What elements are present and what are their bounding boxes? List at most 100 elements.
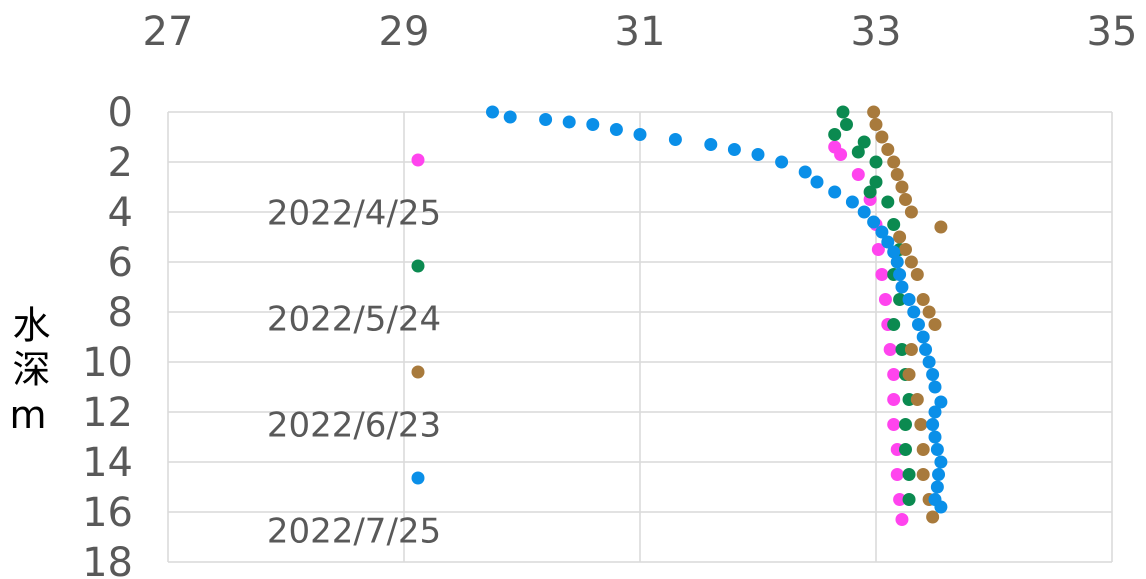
point xyxy=(875,268,889,281)
point xyxy=(904,343,918,356)
y-tick-label: 4 xyxy=(108,190,133,236)
point xyxy=(926,510,940,524)
point xyxy=(934,500,948,514)
point xyxy=(878,293,892,306)
point xyxy=(828,128,842,141)
point xyxy=(887,318,901,331)
point xyxy=(904,255,918,269)
point xyxy=(928,380,942,394)
point xyxy=(899,193,912,206)
point xyxy=(934,395,948,409)
point xyxy=(851,168,865,181)
point xyxy=(916,330,930,344)
point xyxy=(798,165,812,179)
point xyxy=(840,118,853,131)
point xyxy=(899,443,912,456)
point xyxy=(881,143,895,156)
point xyxy=(562,115,576,129)
x-tick-label: 31 xyxy=(615,9,666,55)
point xyxy=(904,205,918,219)
point xyxy=(893,493,907,506)
y-tick-label: 16 xyxy=(82,490,133,536)
point xyxy=(893,230,907,244)
point xyxy=(727,143,741,156)
point xyxy=(919,343,933,356)
point xyxy=(932,468,946,481)
legend-label: 2022/5/24 xyxy=(267,300,441,340)
x-tick-label: 27 xyxy=(143,9,194,55)
point xyxy=(914,418,928,431)
point xyxy=(751,148,765,161)
point xyxy=(887,418,901,431)
y-tick-label: 12 xyxy=(82,390,133,436)
point xyxy=(775,155,789,169)
point xyxy=(503,110,517,124)
point xyxy=(926,418,940,431)
y-tick-label: 18 xyxy=(82,540,133,579)
point xyxy=(539,113,553,126)
point xyxy=(895,180,909,194)
point xyxy=(928,430,942,444)
point xyxy=(893,293,907,306)
point xyxy=(857,205,871,219)
point xyxy=(867,105,881,119)
point xyxy=(875,225,889,239)
y-tick-label: 14 xyxy=(82,440,133,486)
point xyxy=(916,443,930,456)
point xyxy=(916,293,930,306)
point xyxy=(928,405,942,419)
x-tick-label: 29 xyxy=(379,9,430,55)
point xyxy=(609,123,623,136)
legend-marker xyxy=(411,365,425,379)
legend-marker xyxy=(411,153,425,167)
point xyxy=(890,468,904,481)
legend-marker xyxy=(411,259,425,273)
point xyxy=(867,215,881,229)
point xyxy=(899,243,912,256)
point xyxy=(930,480,944,494)
point xyxy=(910,393,924,406)
point xyxy=(934,220,948,234)
y-axis-label: 水深m xyxy=(6,305,50,443)
point xyxy=(887,393,901,406)
point xyxy=(863,185,877,199)
point xyxy=(883,343,897,356)
point xyxy=(899,418,912,431)
point xyxy=(836,105,850,119)
point xyxy=(911,318,925,331)
point xyxy=(887,245,901,259)
y-tick-label: 8 xyxy=(108,290,133,336)
point xyxy=(893,268,907,281)
x-tick-label: 33 xyxy=(851,9,902,55)
point xyxy=(910,268,924,281)
point xyxy=(887,218,901,231)
x-tick-label: 35 xyxy=(1087,9,1138,55)
legend-label: 2022/6/23 xyxy=(267,406,441,446)
point xyxy=(857,135,871,149)
point xyxy=(704,138,718,151)
point xyxy=(890,255,904,269)
point xyxy=(887,155,901,169)
point xyxy=(586,118,600,131)
legend-label: 2022/7/25 xyxy=(267,512,441,552)
point xyxy=(922,355,936,369)
point xyxy=(834,148,848,161)
point xyxy=(902,368,916,381)
point xyxy=(895,343,909,356)
point xyxy=(887,368,901,381)
point xyxy=(633,128,647,141)
y-tick-label: 0 xyxy=(108,90,133,136)
point xyxy=(828,185,842,199)
y-tick-label: 6 xyxy=(108,240,133,286)
y-tick-label: 10 xyxy=(82,340,133,386)
point xyxy=(926,368,940,381)
point xyxy=(881,195,895,209)
point xyxy=(845,195,859,209)
point xyxy=(486,105,499,119)
point xyxy=(902,468,916,481)
point xyxy=(930,443,944,456)
point xyxy=(871,243,885,256)
point xyxy=(810,175,824,189)
point xyxy=(869,155,883,169)
